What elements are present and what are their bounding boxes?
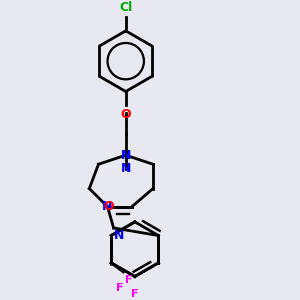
- Text: F: F: [131, 289, 138, 298]
- Text: F: F: [125, 275, 132, 285]
- Text: N: N: [121, 162, 131, 175]
- Text: F: F: [116, 283, 123, 292]
- Text: Cl: Cl: [119, 1, 132, 14]
- Text: N: N: [102, 200, 113, 213]
- Text: N: N: [114, 229, 124, 242]
- Text: N: N: [121, 149, 131, 162]
- Text: O: O: [104, 200, 114, 213]
- Text: O: O: [120, 108, 131, 121]
